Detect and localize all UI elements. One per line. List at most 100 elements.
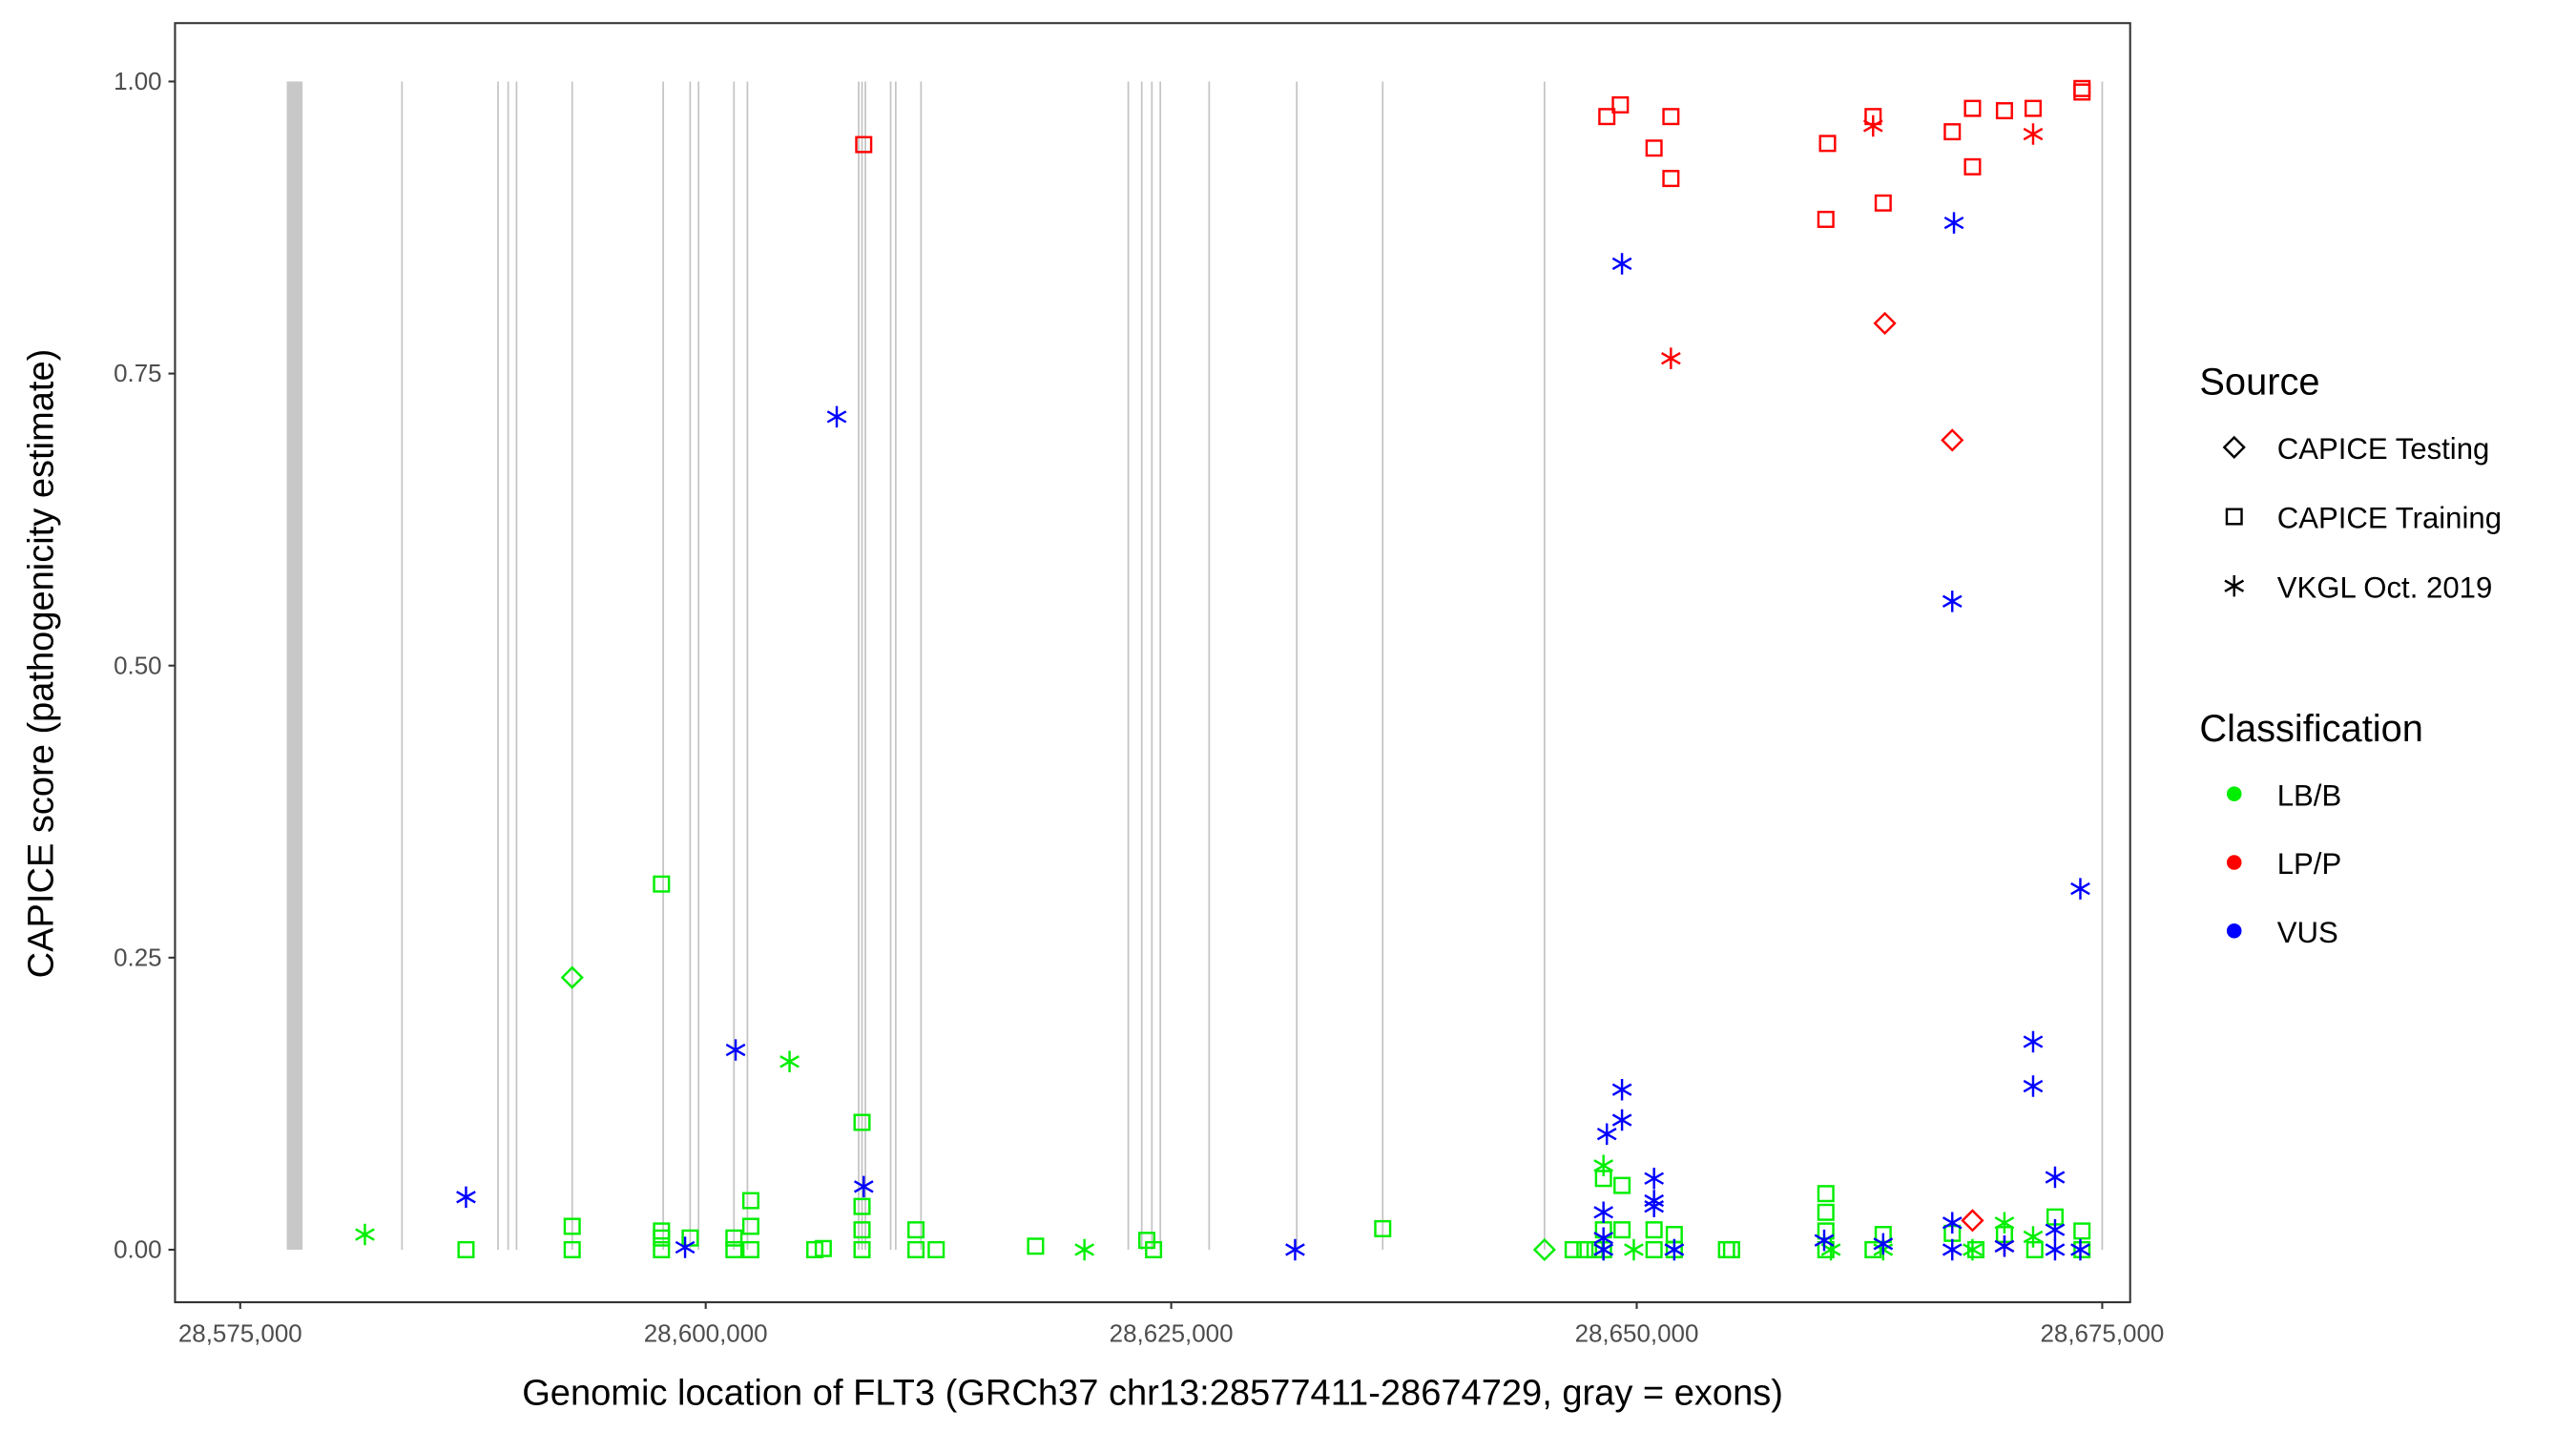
data-point	[907, 1221, 925, 1239]
y-tick-label: 0.75	[114, 361, 161, 387]
data-point	[741, 1192, 759, 1210]
data-point	[1611, 253, 1632, 275]
data-point	[1942, 591, 1963, 612]
data-point	[1994, 1235, 2015, 1257]
data-point	[1027, 1237, 1045, 1255]
data-point	[1722, 1240, 1740, 1258]
data-point	[1613, 1221, 1631, 1239]
data-point	[653, 1229, 671, 1247]
data-point	[2045, 1166, 2066, 1189]
data-point	[1645, 1221, 1663, 1239]
data-point	[855, 135, 873, 154]
data-point	[725, 1229, 743, 1247]
data-point	[725, 1039, 746, 1061]
data-point	[1717, 1240, 1735, 1258]
legend: Source CAPICE Testing CAPICE Training VKGL…	[2199, 362, 2502, 949]
data-point	[675, 1236, 696, 1258]
axes: 28,575,000 28,600,000 28,625,000 28,650,000…	[114, 69, 2164, 1347]
legend-dot-icon	[2226, 786, 2242, 801]
data-point	[741, 1240, 759, 1258]
data-point	[1662, 170, 1680, 188]
data-point	[826, 405, 847, 428]
data-point	[1995, 102, 2013, 120]
data-point	[1613, 1176, 1631, 1194]
data-point	[2024, 99, 2042, 117]
data-point	[2023, 1226, 2044, 1248]
data-point	[1611, 1109, 1632, 1131]
data-point	[1074, 1238, 1094, 1261]
data-point	[355, 1223, 375, 1246]
data-point	[1943, 212, 1964, 234]
legend-key-asterisk-icon	[2224, 574, 2245, 597]
data-point	[1576, 1240, 1594, 1258]
data-point	[1966, 1240, 1984, 1258]
data-point	[2073, 83, 2091, 101]
legend-key-diamond-icon	[2222, 435, 2246, 459]
data-point	[853, 1240, 871, 1258]
data-point	[2023, 1075, 2044, 1097]
data-point	[1817, 210, 1835, 228]
legend-dot-icon	[2226, 923, 2242, 939]
data-point	[1624, 1238, 1644, 1261]
legend-class-label: VUS	[2277, 916, 2338, 949]
data-point	[1611, 1078, 1632, 1101]
legend-source-title: Source	[2199, 362, 2319, 404]
data-point	[1664, 1238, 1685, 1261]
data-point	[1963, 157, 1982, 176]
data-point	[2045, 1238, 2066, 1261]
x-tick-label: 28,650,000	[1575, 1321, 1699, 1348]
legend-source-label: VKGL Oct. 2019	[2277, 570, 2493, 604]
legend-key-square-icon	[2225, 508, 2243, 526]
data-point	[1285, 1238, 1305, 1261]
data-point	[853, 1221, 871, 1239]
legend-class-title: Classification	[2199, 708, 2422, 750]
data-point	[2023, 1030, 2044, 1053]
data-point	[457, 1240, 475, 1258]
x-tick-label: 28,575,000	[178, 1321, 302, 1348]
data-point	[1862, 114, 1883, 137]
data-point	[1564, 1240, 1582, 1258]
data-point	[1817, 1203, 1835, 1221]
data-point	[725, 1240, 743, 1258]
exon-lines	[286, 81, 2104, 1250]
data-point	[1593, 1238, 1614, 1261]
data-point	[741, 1217, 759, 1235]
y-tick-label: 0.00	[114, 1237, 161, 1264]
plot-panel-border	[174, 22, 2131, 1304]
data-point	[1942, 1238, 1963, 1261]
data-point	[2073, 79, 2091, 97]
data-point	[1660, 347, 1681, 369]
data-points	[355, 79, 2091, 1262]
data-point	[1593, 1201, 1614, 1224]
x-tick-label: 28,600,000	[644, 1321, 768, 1348]
data-point	[1943, 123, 1962, 141]
data-point	[1817, 1185, 1835, 1203]
data-point	[927, 1240, 945, 1258]
legend-source-label: CAPICE Training	[2277, 502, 2502, 535]
data-point	[1645, 1240, 1663, 1258]
data-point	[2073, 1222, 2091, 1240]
x-tick-label: 28,675,000	[2040, 1321, 2164, 1348]
data-point	[1374, 1219, 1392, 1237]
data-point	[1645, 139, 1663, 157]
data-point	[2045, 1218, 2066, 1241]
data-point	[563, 1240, 581, 1258]
y-tick-label: 0.25	[114, 944, 161, 971]
exon-band	[286, 81, 303, 1250]
data-point	[779, 1050, 800, 1073]
data-point	[1145, 1240, 1163, 1258]
x-tick-label: 28,625,000	[1110, 1321, 1234, 1348]
y-axis-title: CAPICE score (pathogenicity estimate)	[21, 349, 61, 979]
data-point	[560, 965, 584, 989]
data-point	[1818, 135, 1837, 153]
data-point	[2073, 1240, 2091, 1258]
data-point	[1963, 1238, 1983, 1261]
data-point	[1873, 311, 1897, 336]
data-point	[2070, 878, 2090, 900]
data-point	[1593, 1154, 1614, 1177]
data-point	[853, 1197, 871, 1215]
data-point	[2070, 1238, 2090, 1261]
data-point	[1594, 1170, 1612, 1188]
data-point	[1662, 108, 1680, 126]
